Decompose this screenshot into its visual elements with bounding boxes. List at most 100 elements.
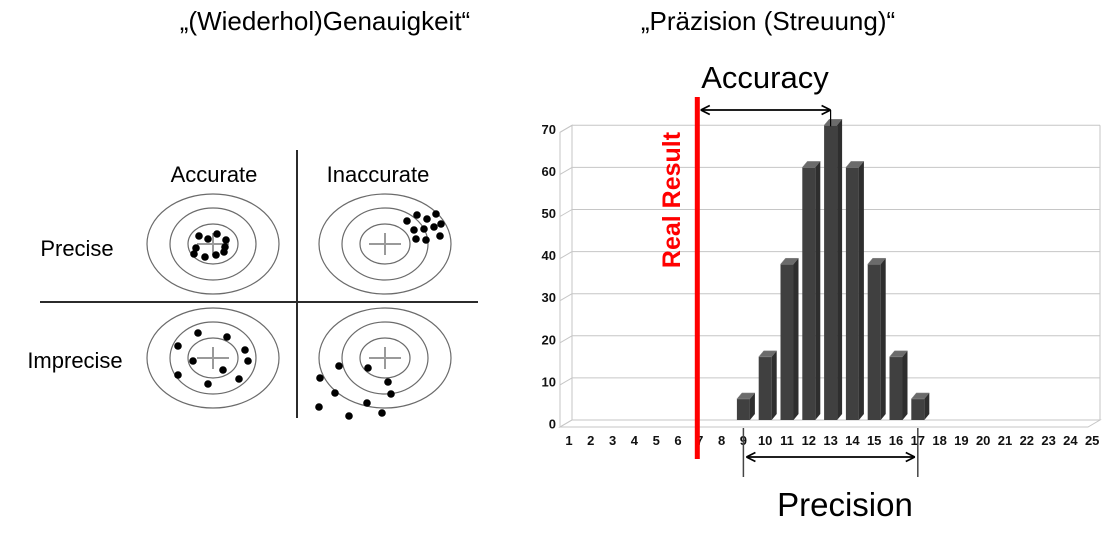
target-dot-imprecise-inaccurate xyxy=(335,362,343,370)
bar-front-cat-14 xyxy=(845,167,859,420)
x-tick-label: 12 xyxy=(802,433,816,448)
wall-tick xyxy=(559,335,573,344)
target-dot-imprecise-accurate xyxy=(241,346,249,354)
x-tick-label: 3 xyxy=(609,433,616,448)
row-label-precise: Precise xyxy=(40,236,114,261)
x-tick-label: 8 xyxy=(718,433,725,448)
x-tick-label: 13 xyxy=(823,433,837,448)
target-ring xyxy=(169,207,257,281)
target-dot-precise-inaccurate xyxy=(410,226,418,234)
bar-side-cat-12 xyxy=(815,161,821,420)
bar-front-cat-12 xyxy=(802,167,816,420)
x-tick-label: 1 xyxy=(565,433,572,448)
wall-tick xyxy=(559,293,573,302)
target-ring xyxy=(359,337,411,379)
target-dot-precise-inaccurate xyxy=(420,225,428,233)
accuracy-arrow-head xyxy=(821,109,831,116)
target-dot-precise-inaccurate xyxy=(437,220,445,228)
row-label-imprecise: Imprecise xyxy=(27,348,123,373)
target-dot-precise-inaccurate xyxy=(413,211,421,219)
target-ring xyxy=(187,223,239,265)
target-dot-precise-inaccurate xyxy=(412,235,420,243)
accuracy-arrow-head xyxy=(821,104,831,111)
x-tick-label: 15 xyxy=(867,433,881,448)
target-ring xyxy=(146,307,280,409)
x-tick-label: 16 xyxy=(889,433,903,448)
real-result-annotation: Real Result xyxy=(658,131,686,269)
y-tick-label: 40 xyxy=(542,248,556,263)
target-dot-imprecise-inaccurate xyxy=(364,364,372,372)
target-dot-precise-inaccurate xyxy=(432,210,440,218)
target-dot-precise-inaccurate xyxy=(430,223,438,231)
x-tick-label: 10 xyxy=(758,433,772,448)
precision-arrow-head xyxy=(746,456,756,463)
target-dot-imprecise-accurate xyxy=(204,380,212,388)
bar-front-cat-13 xyxy=(824,125,838,421)
y-tick-label: 60 xyxy=(542,164,556,179)
target-dot-precise-accurate xyxy=(204,235,212,243)
left-panel-title: „(Wiederhol)Genauigkeit“ xyxy=(179,6,471,36)
wall-tick xyxy=(559,124,573,133)
target-dot-precise-accurate xyxy=(220,248,228,256)
wall-tick xyxy=(559,251,573,260)
target-dot-precise-accurate xyxy=(222,236,230,244)
y-tick-label: 50 xyxy=(542,206,556,221)
target-dot-precise-inaccurate xyxy=(436,232,444,240)
x-tick-label: 5 xyxy=(653,433,660,448)
bar-side-cat-11 xyxy=(793,258,799,420)
target-dot-imprecise-accurate xyxy=(189,357,197,365)
target-dot-precise-inaccurate xyxy=(423,215,431,223)
accuracy-annotation: Accuracy xyxy=(701,60,829,95)
x-tick-label: 4 xyxy=(631,433,639,448)
target-dot-imprecise-accurate xyxy=(223,333,231,341)
bar-front-cat-15 xyxy=(867,264,881,420)
bar-side-cat-9 xyxy=(749,392,755,420)
target-dot-imprecise-accurate xyxy=(174,342,182,350)
wall-tick xyxy=(559,377,573,386)
target-dot-imprecise-accurate xyxy=(219,366,227,374)
chart-3d-floor xyxy=(558,419,1102,428)
bar-side-cat-17 xyxy=(924,392,930,420)
x-tick-label: 23 xyxy=(1041,433,1055,448)
target-dot-precise-accurate xyxy=(212,251,220,259)
target-dot-imprecise-inaccurate xyxy=(315,403,323,411)
target-ring xyxy=(341,207,429,281)
y-tick-label: 10 xyxy=(542,374,556,389)
target-ring xyxy=(187,337,239,379)
target-dot-imprecise-inaccurate xyxy=(384,378,392,386)
target-ring xyxy=(169,321,257,395)
x-tick-label: 14 xyxy=(845,433,860,448)
x-tick-label: 11 xyxy=(780,433,794,448)
target-dot-imprecise-accurate xyxy=(194,329,202,337)
accuracy-arrow-head xyxy=(700,109,711,116)
target-dot-imprecise-inaccurate xyxy=(331,389,339,397)
x-tick-label: 21 xyxy=(998,433,1012,448)
target-dot-precise-accurate xyxy=(195,232,203,240)
x-tick-label: 22 xyxy=(1020,433,1034,448)
bar-side-cat-13 xyxy=(837,119,843,421)
target-ring xyxy=(341,321,429,395)
x-tick-label: 2 xyxy=(587,433,594,448)
x-tick-label: 25 xyxy=(1085,433,1099,448)
column-header-inaccurate: Inaccurate xyxy=(326,162,430,187)
bar-front-cat-11 xyxy=(780,264,794,420)
bar-side-cat-10 xyxy=(771,350,777,420)
x-tick-label: 24 xyxy=(1063,433,1078,448)
target-dot-imprecise-inaccurate xyxy=(345,412,353,420)
target-dot-imprecise-inaccurate xyxy=(316,374,324,382)
x-tick-label: 18 xyxy=(932,433,946,448)
bar-front-cat-9 xyxy=(736,398,750,420)
target-dot-precise-inaccurate xyxy=(422,236,430,244)
wall-tick xyxy=(559,419,573,428)
target-dot-imprecise-inaccurate xyxy=(363,399,371,407)
y-tick-label: 0 xyxy=(549,417,556,432)
target-dot-imprecise-inaccurate xyxy=(378,409,386,417)
column-header-accurate: Accurate xyxy=(170,162,258,187)
wall-tick xyxy=(559,209,573,217)
target-dot-imprecise-accurate xyxy=(235,375,243,383)
target-ring xyxy=(318,193,452,295)
target-dot-imprecise-inaccurate xyxy=(387,390,395,398)
wall-tick xyxy=(559,166,573,175)
